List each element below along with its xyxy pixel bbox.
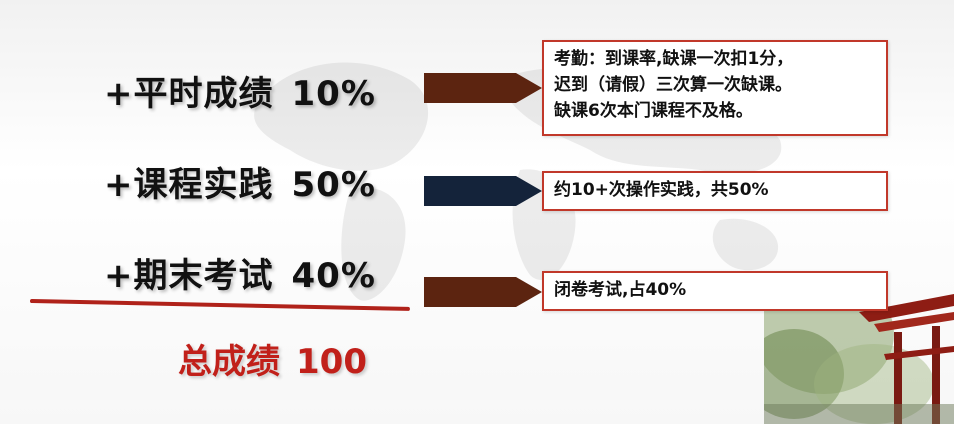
- attendance-note-line-1: 考勤：到课率,缺课一次扣1分，: [554, 49, 794, 69]
- arrow-right-icon: [424, 73, 542, 103]
- usual-score-label: +平时成绩: [104, 74, 274, 114]
- attendance-note-line-3: 缺课6次本门课程不及格。: [554, 101, 753, 121]
- usual-score-item: +平时成绩 10%: [104, 66, 376, 115]
- exam-note: 闭卷考试,占40%: [542, 271, 888, 311]
- practice-score-item: +课程实践 50%: [104, 157, 376, 206]
- attendance-note: 考勤：到课率,缺课一次扣1分， 迟到（请假）三次算一次缺课。 缺课6次本门课程不…: [542, 40, 888, 136]
- attendance-note-line-2: 迟到（请假）三次算一次缺课。: [554, 75, 792, 95]
- final-exam-item: +期末考试 40%: [104, 248, 376, 297]
- exam-note-text: 闭卷考试,占40%: [554, 280, 687, 300]
- total-score-value: 100: [296, 342, 367, 382]
- arrow-right-icon: [424, 277, 542, 307]
- final-exam-percent: 40%: [291, 256, 376, 296]
- practice-note: 约10+次操作实践，共50%: [542, 171, 888, 211]
- final-exam-label: +期末考试: [104, 256, 274, 296]
- usual-score-percent: 10%: [291, 74, 376, 114]
- practice-note-text: 约10+次操作实践，共50%: [554, 180, 769, 200]
- total-score-label: 总成绩: [178, 342, 280, 382]
- practice-score-label: +课程实践: [104, 165, 274, 205]
- total-score: 总成绩 100: [178, 334, 367, 383]
- arrow-right-icon: [424, 176, 542, 206]
- practice-score-percent: 50%: [291, 165, 376, 205]
